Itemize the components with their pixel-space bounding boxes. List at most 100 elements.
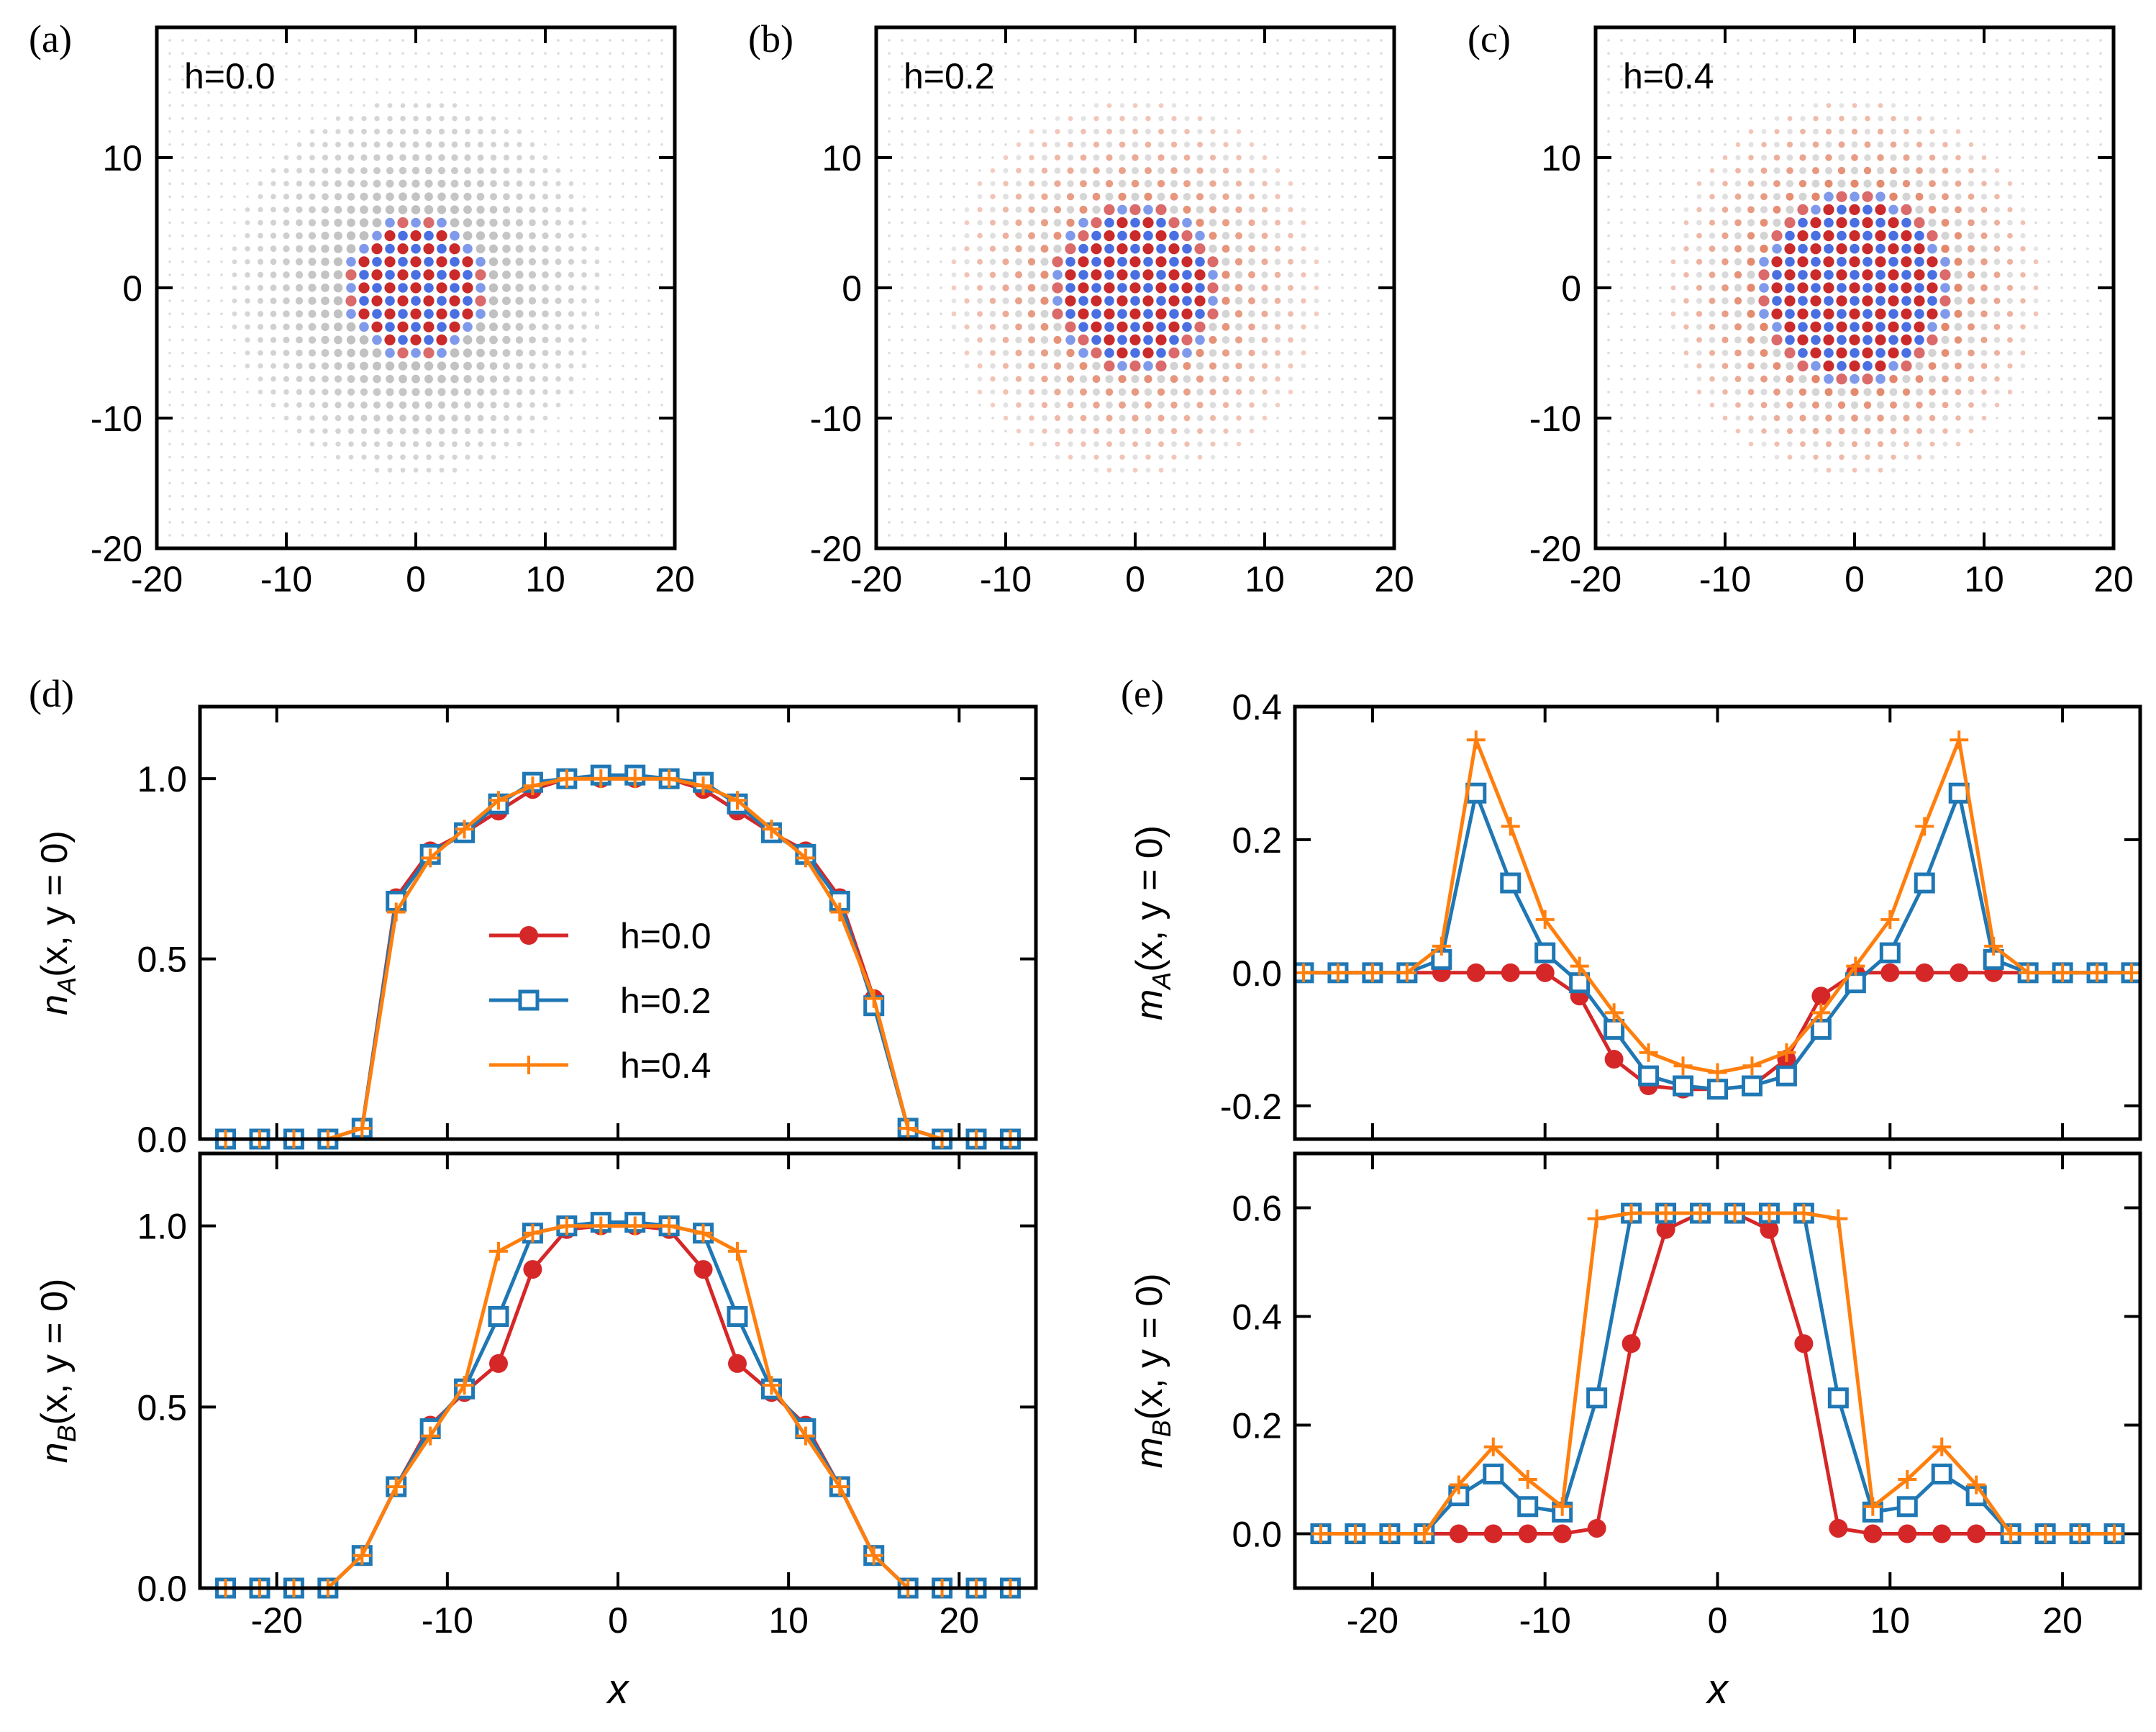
site-dot	[2047, 247, 2050, 250]
site-dot	[450, 218, 460, 227]
site-dot	[424, 205, 434, 214]
site-dot	[1017, 455, 1020, 459]
site-dot	[557, 78, 560, 81]
site-dot	[901, 182, 904, 185]
site-dot	[207, 338, 210, 342]
site-dot	[1315, 91, 1318, 94]
site-dot	[1354, 507, 1357, 511]
site-dot	[1696, 232, 1702, 239]
site-dot	[233, 430, 236, 432]
site-dot	[1903, 116, 1909, 122]
site-dot	[1838, 128, 1845, 135]
site-dot	[1341, 377, 1344, 381]
site-dot	[1928, 218, 1937, 227]
site-dot	[647, 325, 650, 329]
site-dot	[989, 324, 996, 330]
site-dot	[1211, 52, 1214, 55]
site-dot	[1222, 206, 1229, 214]
site-dot	[2034, 521, 2037, 524]
site-dot	[1927, 322, 1937, 332]
site-dot	[1119, 116, 1125, 122]
site-dot	[1093, 441, 1099, 448]
site-dot	[1760, 193, 1768, 201]
site-dot	[529, 336, 536, 344]
site-dot	[952, 521, 955, 524]
site-dot	[1685, 182, 1688, 185]
site-dot	[1261, 337, 1268, 343]
site-dot	[1823, 308, 1834, 319]
site-dot	[347, 205, 355, 214]
site-dot	[1698, 117, 1701, 120]
site-dot	[2047, 221, 2050, 225]
site-dot	[283, 323, 290, 330]
site-dot	[345, 295, 357, 307]
site-dot	[2099, 507, 2102, 511]
site-dot	[2099, 65, 2102, 68]
site-dot	[424, 179, 433, 188]
site-dot	[1891, 454, 1896, 460]
site-dot	[401, 91, 404, 94]
site-dot	[1341, 468, 1344, 472]
site-dot	[927, 247, 929, 250]
site-dot	[977, 376, 983, 382]
site-dot	[1711, 104, 1714, 107]
site-dot	[581, 324, 587, 330]
site-dot	[1633, 286, 1636, 289]
site-dot	[1132, 167, 1139, 175]
site-dot	[337, 494, 340, 498]
site-dot	[398, 257, 408, 267]
site-dot	[1942, 428, 1948, 434]
site-dot	[557, 117, 560, 120]
site-dot	[311, 117, 314, 120]
site-dot	[1288, 285, 1293, 291]
site-dot	[1890, 414, 1897, 422]
site-dot	[2047, 521, 2050, 524]
site-dot	[466, 507, 469, 511]
site-dot	[1918, 104, 1921, 107]
site-dot	[1235, 181, 1242, 187]
site-dot	[1773, 180, 1780, 188]
site-dot	[1698, 104, 1701, 107]
site-dot	[901, 208, 904, 212]
site-dot	[2086, 156, 2089, 159]
site-dot	[1760, 206, 1768, 214]
site-dot	[1116, 347, 1128, 359]
site-dot	[1889, 192, 1898, 201]
site-dot	[517, 155, 522, 160]
site-dot	[1211, 494, 1214, 498]
site-dot	[272, 65, 275, 68]
site-dot	[181, 507, 184, 511]
site-dot	[2034, 351, 2037, 355]
site-dot	[1002, 297, 1009, 304]
site-dot	[1134, 91, 1137, 94]
site-dot	[1983, 91, 1986, 94]
site-dot	[1970, 481, 1973, 485]
site-dot	[1170, 402, 1178, 409]
site-dot	[1620, 221, 1623, 225]
site-dot	[295, 271, 304, 279]
site-dot	[1248, 310, 1255, 318]
site-dot	[1015, 323, 1022, 331]
site-dot	[1155, 256, 1167, 268]
site-dot	[334, 322, 342, 332]
site-dot	[634, 234, 637, 237]
site-dot	[1145, 116, 1151, 122]
site-dot	[233, 221, 236, 225]
site-dot	[940, 182, 942, 185]
site-dot	[1771, 334, 1783, 345]
site-dot	[233, 52, 236, 55]
site-dot	[1944, 117, 1947, 120]
site-dot	[385, 361, 395, 371]
site-dot	[1980, 376, 1988, 382]
site-dot	[1862, 335, 1873, 345]
site-dot	[1261, 363, 1268, 369]
site-dot	[1957, 494, 1960, 498]
site-dot	[1996, 39, 1998, 42]
site-dot	[335, 180, 342, 188]
site-dot	[373, 361, 381, 371]
site-dot	[399, 128, 406, 135]
site-dot	[978, 91, 981, 94]
site-dot	[1915, 362, 1924, 371]
site-dot	[2034, 91, 2037, 94]
site-dot	[1801, 494, 1804, 498]
